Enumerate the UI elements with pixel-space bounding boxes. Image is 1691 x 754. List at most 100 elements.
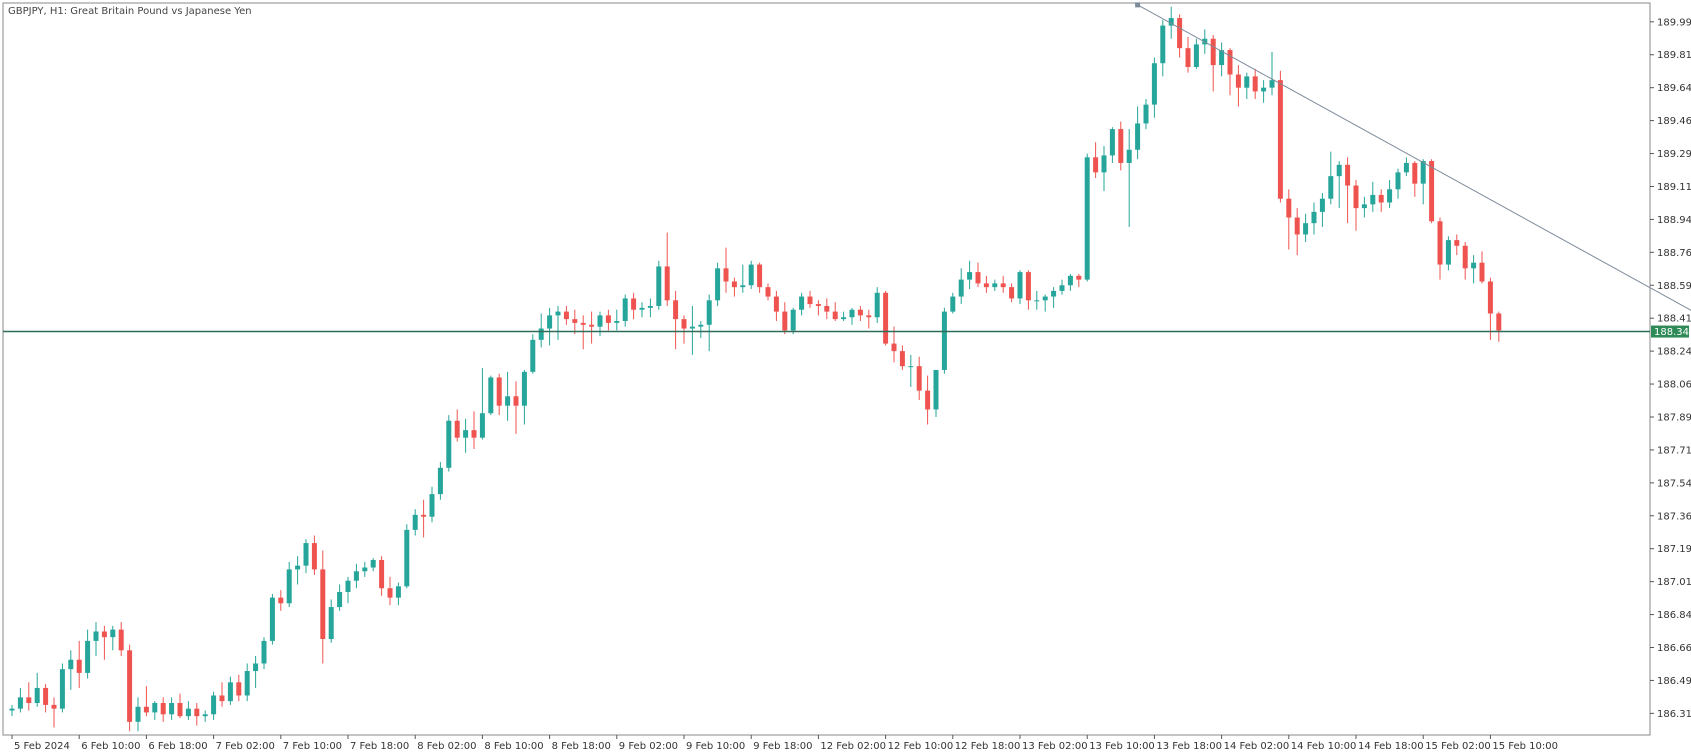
candle (841, 311, 847, 322)
candle (295, 556, 301, 585)
candle (782, 302, 788, 335)
candle (1059, 279, 1065, 295)
candle-body (169, 703, 175, 715)
price-axis[interactable]: 189.990 189.815 189.640 189.465 189.290 189.1… (1650, 17, 1691, 720)
candle-body (1235, 74, 1241, 88)
candle-body (639, 307, 645, 310)
candle (1437, 217, 1443, 280)
candle-body (799, 296, 805, 310)
candle-body (236, 682, 242, 696)
candle-body (1000, 283, 1006, 288)
x-tick-label: 13 Feb 10:00 (1089, 741, 1155, 752)
candle-body (807, 296, 813, 305)
candle-body (143, 706, 149, 713)
candle-body (43, 687, 49, 705)
candle (1462, 241, 1468, 280)
candle (1311, 202, 1317, 235)
candle-body (849, 309, 855, 318)
candle (1454, 234, 1460, 256)
candle-body (17, 697, 23, 709)
candle (1319, 193, 1325, 227)
candle (202, 710, 208, 722)
candle-body (446, 420, 452, 468)
y-tick-label: 188.765 (1657, 248, 1691, 259)
candle-body (370, 559, 376, 568)
candle (471, 411, 477, 449)
candle-body (757, 264, 763, 288)
candle-body (1252, 76, 1258, 92)
candle-body (681, 319, 687, 329)
candle (362, 561, 368, 577)
time-axis[interactable]: 5 Feb 2024 6 Feb 10:00 6 Feb 18:00 7 Feb 02… (11, 735, 1558, 752)
x-tick-label: 7 Feb 02:00 (216, 741, 275, 752)
x-tick-label: 12 Feb 02:00 (820, 741, 886, 752)
candle (1193, 38, 1199, 69)
chart-title: GBPJPY, H1: Great Britain Pound vs Japan… (8, 6, 252, 17)
candle (824, 298, 830, 320)
candle (488, 375, 494, 416)
candle (1353, 179, 1359, 231)
candle-body (967, 272, 973, 280)
candle-body (555, 311, 561, 316)
y-tick-label: 189.290 (1657, 149, 1691, 160)
y-tick-label: 186.315 (1657, 709, 1691, 720)
candle-body (1345, 164, 1351, 186)
candle (395, 582, 401, 606)
candle (169, 697, 175, 720)
candle (1143, 98, 1149, 130)
candle-body (933, 369, 939, 410)
candle (286, 561, 292, 608)
candle-body (950, 296, 956, 312)
candle-body (1118, 129, 1124, 163)
x-tick-label: 9 Feb 10:00 (686, 741, 745, 752)
candle (757, 262, 763, 293)
candle (261, 637, 267, 670)
candle (521, 369, 527, 425)
candle-body (1227, 50, 1233, 75)
candle-body (773, 296, 779, 312)
candle (387, 576, 393, 606)
candle (496, 373, 502, 416)
candle (421, 499, 427, 538)
trendline[interactable] (1137, 4, 1691, 325)
candle-body (1025, 272, 1031, 301)
candle-body (1479, 262, 1485, 282)
trendline-handle-start[interactable] (1135, 2, 1141, 8)
candle (1277, 70, 1283, 203)
candle-body (202, 714, 208, 717)
candle-body (1496, 313, 1502, 331)
candle-body (521, 371, 527, 406)
candle-body (1051, 290, 1057, 297)
candle-body (387, 588, 393, 598)
candle (673, 290, 679, 350)
x-tick-label: 12 Feb 18:00 (955, 741, 1021, 752)
candle-body (1177, 18, 1183, 49)
candle-body (1261, 87, 1267, 92)
candle-body (1101, 155, 1107, 173)
candle (26, 682, 32, 711)
candle-body (723, 268, 729, 282)
candle-body (505, 396, 511, 406)
candle-body (547, 315, 553, 329)
x-tick-label: 13 Feb 18:00 (1156, 741, 1222, 752)
candle (1210, 34, 1216, 92)
candle (1429, 159, 1435, 224)
current-price-value: 188.344 (1654, 327, 1691, 338)
candle (236, 674, 242, 702)
candle (1395, 168, 1401, 199)
candle-body (185, 708, 191, 717)
candle (118, 622, 124, 656)
candle-body (345, 580, 351, 592)
candle-body (958, 279, 964, 297)
candle-body (975, 272, 981, 284)
candle-body (337, 591, 343, 608)
candle (1496, 311, 1502, 342)
candle (353, 563, 359, 589)
candle-body (227, 682, 233, 702)
candle-body (605, 315, 611, 323)
candle (933, 369, 939, 417)
candle-body (1160, 25, 1166, 64)
candle-body (614, 321, 620, 323)
